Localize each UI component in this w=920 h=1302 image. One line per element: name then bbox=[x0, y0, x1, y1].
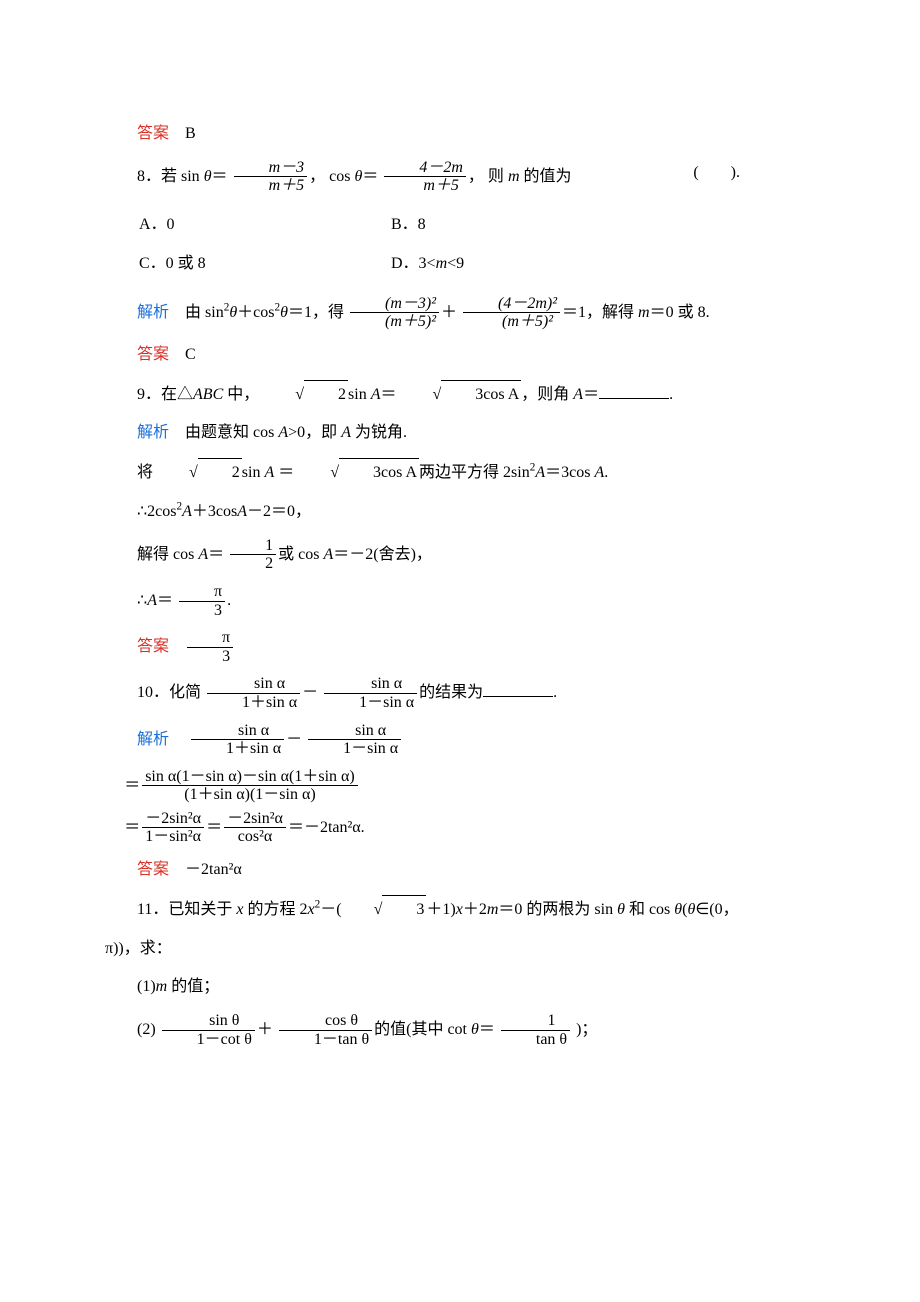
q9-l2: 将 2sin A ＝ 3cos A两边平方得 2sin2A＝3cos A. bbox=[105, 458, 760, 488]
q9-answer-line: 答案 π3 bbox=[105, 629, 760, 665]
q8-frac2: 4－2m m＋5 bbox=[384, 159, 466, 195]
q8-optB: B．8 bbox=[391, 207, 464, 244]
q10-answer-line: 答案 －2tan²α bbox=[105, 856, 760, 885]
blank bbox=[599, 382, 669, 399]
q11-stem: 11．已知关于 x 的方程 2x2－(3＋1)x＋2m＝0 的两根为 sin θ… bbox=[105, 895, 760, 925]
q8-optC: C．0 或 8 bbox=[139, 246, 389, 283]
q8-optD: D．3<m<9 bbox=[391, 246, 464, 283]
q8-stem: 8．若 sin θ＝ m－3 m＋5 ， cos θ＝ 4－2m m＋5 ， 则… bbox=[105, 159, 760, 195]
q10-stem: 10．化简 sin α1＋sin α－ sin α1－sin α的结果为. bbox=[105, 675, 760, 711]
q7-answer: B bbox=[185, 125, 196, 142]
q8-explain: 解析 由 sin2θ＋cos2θ＝1，得 (m－3)² (m＋5)² ＋ (4－… bbox=[105, 295, 760, 331]
q7-answer-line: 答案 B bbox=[105, 120, 760, 149]
q10-explain-1: 解析 sin α1＋sin α－ sin α1－sin α bbox=[105, 722, 760, 758]
choice-paren: ( ). bbox=[661, 159, 740, 188]
q8-options: A．0 B．8 C．0 或 8 D．3<m<9 bbox=[137, 205, 466, 285]
q8-answer-line: 答案 C bbox=[105, 341, 760, 370]
explain-label: 解析 bbox=[137, 303, 169, 320]
q9-stem: 9．在△ABC 中， 2sin A＝ 3cos A，则角 A＝. bbox=[105, 380, 760, 410]
q9-l5: ∴A＝ π3. bbox=[105, 583, 760, 619]
q10-eq1: ＝sin α(1－sin α)－sin α(1＋sin α)(1＋sin α)(… bbox=[124, 768, 760, 804]
q9-l3: ∴2cos2A＋3cosA－2＝0， bbox=[105, 498, 760, 527]
q11-part2: (2) sin θ1－cot θ＋ cos θ1－tan θ的值(其中 cot … bbox=[105, 1012, 760, 1048]
q10-eq2: ＝－2sin²α1－sin²α＝－2sin²αcos²α＝－2tan²α. bbox=[124, 810, 760, 846]
q9-explain: 解析 由题意知 cos A>0，即 A 为锐角. bbox=[105, 419, 760, 448]
q9-l4: 解得 cos A＝ 12或 cos A＝－2(舍去)， bbox=[105, 537, 760, 573]
q11-part1: (1)m 的值； bbox=[105, 973, 760, 1002]
q11-stem-2: π))，求： bbox=[105, 935, 760, 964]
q8-frac1: m－3 m＋5 bbox=[234, 159, 308, 195]
answer-label: 答案 bbox=[137, 125, 169, 142]
q8-optA: A．0 bbox=[139, 207, 389, 244]
